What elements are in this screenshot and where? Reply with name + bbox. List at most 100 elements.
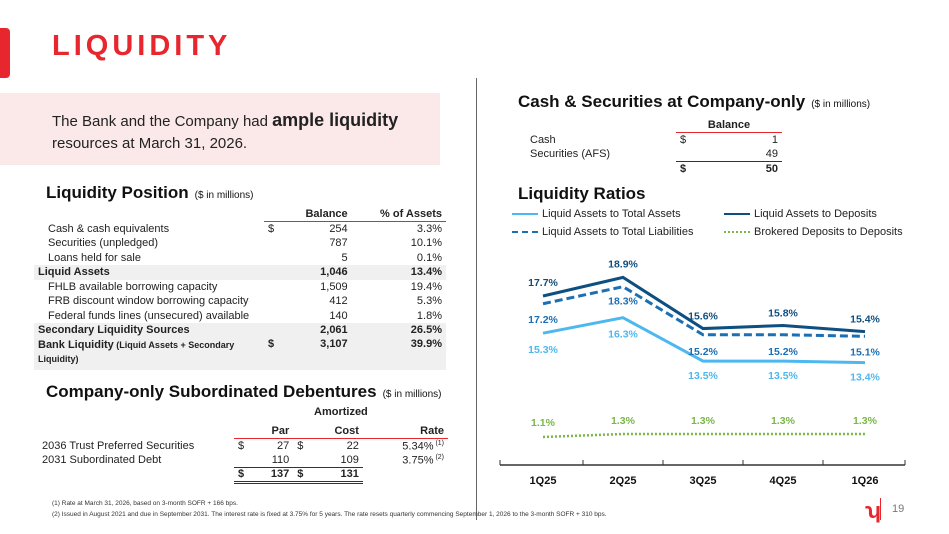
callout-post: resources at March 31, 2026.	[52, 135, 248, 152]
legend-label: Liquid Assets to Deposits	[754, 208, 877, 220]
debentures-title: Company-only Subordinated Debentures ($ i…	[46, 382, 442, 402]
table-row: Bank Liquidity (Liquid Assets + Secondar…	[34, 337, 446, 370]
data-label: 1.3%	[691, 415, 716, 427]
data-label: 1.1%	[531, 417, 556, 429]
chart-legend: Liquid Assets to Total Assets Liquid Ass…	[512, 208, 922, 238]
unit-text: ($ in millions)	[382, 389, 442, 400]
liquidity-position-table: Balance% of Assets Cash & cash equivalen…	[34, 207, 446, 370]
callout-box: The Bank and the Company had ample liqui…	[0, 93, 440, 165]
row-label: FHLB available borrowing capacity	[48, 280, 218, 293]
series-line	[542, 275, 866, 334]
legend-item: Liquid Assets to Total Assets	[512, 208, 724, 220]
series-line	[542, 432, 865, 439]
header-balance: Balance	[676, 118, 782, 133]
x-tick-label: 1Q25	[530, 475, 557, 487]
legend-swatch	[724, 213, 750, 215]
rate: 5.34% (1)	[402, 439, 444, 453]
data-label: 17.2%	[528, 314, 558, 326]
data-label: 16.3%	[608, 329, 638, 341]
row-label: 2031 Subordinated Debt	[42, 454, 162, 467]
row-label: 2036 Trust Preferred Securities	[42, 439, 195, 452]
pct-of-assets: 1.8%	[416, 309, 442, 322]
row-label: Secondary Liquidity Sources	[34, 323, 264, 338]
page-divider	[880, 498, 881, 520]
balance: 412	[329, 295, 348, 308]
series-line	[542, 285, 866, 338]
divider	[476, 78, 477, 520]
pct-of-assets: 5.3%	[416, 295, 442, 308]
pct-of-assets: 10.1%	[410, 237, 442, 250]
legend-swatch	[512, 213, 538, 215]
pct-of-assets: 13.4%	[351, 265, 446, 280]
table-row: 2031 Subordinated Debt 110 109 3.75% (2)	[38, 453, 448, 468]
currency: $	[293, 467, 308, 484]
row-label: FRB discount window borrowing capacity	[48, 295, 249, 308]
row-label: Loans held for sale	[48, 251, 141, 264]
balance: 5	[341, 251, 348, 264]
data-label: 15.8%	[768, 307, 798, 319]
currency: $	[238, 440, 245, 452]
data-label: 1.3%	[611, 415, 636, 427]
data-label: 15.2%	[768, 346, 798, 358]
cost: 22	[346, 440, 359, 452]
data-label: 1.3%	[771, 415, 796, 427]
balance: 49	[765, 148, 778, 160]
currency: $	[297, 440, 304, 452]
callout-pre: The Bank and the Company had	[52, 113, 273, 130]
data-label: 15.3%	[528, 344, 558, 356]
data-label: 13.5%	[688, 370, 718, 382]
cost-total: 131	[307, 467, 363, 484]
data-label: 18.9%	[608, 258, 638, 270]
currency: $	[268, 223, 275, 235]
amortized-label: Amortized	[314, 406, 368, 418]
data-label: 18.3%	[608, 296, 638, 308]
header-rate: Rate	[362, 424, 448, 439]
currency	[264, 294, 284, 309]
row-label: Bank Liquidity (Liquid Assets + Secondar…	[34, 337, 264, 370]
pct-of-assets: 26.5%	[351, 323, 446, 338]
cost: 109	[340, 454, 359, 466]
balance: 3,107	[284, 337, 352, 370]
currency: $	[234, 467, 249, 484]
currency	[676, 147, 720, 162]
currency: $	[676, 161, 720, 176]
total-row: $50	[526, 161, 782, 177]
data-label: 13.4%	[850, 372, 880, 384]
page-number: 19	[892, 503, 905, 515]
currency	[264, 236, 284, 251]
table-row: Cash & cash equivalents $254 3.3%	[34, 222, 446, 237]
footnote-1: (1) Rate at March 31, 2026, based on 3-m…	[52, 500, 238, 507]
currency	[264, 265, 284, 280]
currency: $	[680, 134, 687, 146]
x-tick-label: 2Q25	[610, 475, 637, 487]
chart-title: Liquidity Ratios	[518, 184, 646, 203]
cell	[38, 468, 234, 483]
x-tick-label: 1Q26	[852, 475, 879, 487]
cell	[526, 162, 676, 177]
pct-of-assets: 3.3%	[416, 223, 442, 235]
header-cost: Cost	[307, 424, 363, 439]
data-label: 1.3%	[853, 415, 878, 427]
balance: 1,509	[320, 280, 348, 293]
unit-text: ($ in millions)	[194, 190, 254, 201]
row-note: (Liquid Assets + Secondary Liquidity)	[38, 339, 235, 364]
balance: 140	[329, 309, 348, 322]
footnote-2: (2) Issued in August 2021 and due in Sep…	[52, 511, 607, 518]
currency	[264, 280, 284, 295]
balance: 1,046	[284, 265, 352, 280]
par-total: 137	[248, 467, 294, 484]
row-label: Securities (unpledged)	[48, 237, 159, 250]
accent-tab	[0, 28, 10, 78]
pct-of-assets: 0.1%	[416, 251, 442, 264]
table-row: Securities (unpledged) 787 10.1%	[34, 236, 446, 251]
table-row: Federal funds lines (unsecured) availabl…	[34, 309, 446, 324]
cash-securities-table: Balance Cash $1 Securities (AFS) 49 $50	[526, 118, 782, 176]
legend-item: Liquid Assets to Total Liabilities	[512, 226, 724, 238]
page-title: LIQUIDITY	[52, 30, 232, 62]
balance: 1	[771, 134, 778, 146]
table-row: Loans held for sale 5 0.1%	[34, 251, 446, 266]
table-row: Cash $1	[526, 133, 782, 148]
cash-securities-title: Cash & Securities at Company-only ($ in m…	[518, 92, 870, 112]
legend-swatch	[512, 231, 538, 233]
company-logo: ʮ	[865, 498, 882, 523]
